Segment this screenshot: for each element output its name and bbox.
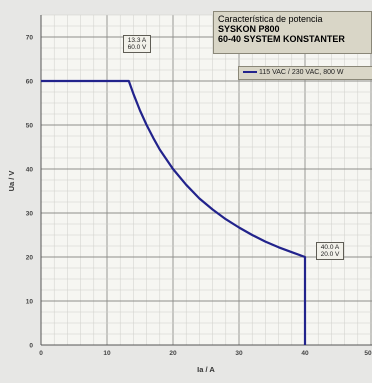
chart-title-line-2: SYSKON P800 bbox=[218, 24, 367, 34]
y-tick-label: 10 bbox=[26, 299, 34, 306]
y-axis-label: Ua / V bbox=[7, 171, 16, 192]
x-tick-label: 30 bbox=[235, 350, 243, 357]
annotation-2-current: 40.0 A bbox=[317, 244, 343, 251]
annotation-2-voltage: 20.0 V bbox=[317, 251, 343, 258]
y-tick-label: 70 bbox=[26, 35, 34, 42]
x-tick-label: 20 bbox=[169, 350, 177, 357]
y-tick-label: 30 bbox=[26, 211, 34, 218]
y-tick-label: 40 bbox=[26, 167, 34, 174]
annotation-40a-20v: 40.0 A 20.0 V bbox=[316, 242, 344, 260]
y-tick-label: 50 bbox=[26, 123, 34, 130]
chart-title-box: Característica de potencia SYSKON P800 6… bbox=[213, 11, 372, 54]
x-axis-label: Ia / A bbox=[197, 365, 215, 374]
annotation-1-current: 13.3 A bbox=[124, 37, 150, 44]
y-tick-label: 0 bbox=[29, 343, 33, 350]
chart-title-line-3: 60-40 SYSTEM KONSTANTER bbox=[218, 34, 367, 44]
annotation-13a-60v: 13.3 A 60.0 V bbox=[123, 35, 151, 53]
y-tick-label: 60 bbox=[26, 79, 34, 86]
x-tick-label: 50 bbox=[364, 350, 372, 357]
x-tick-label: 40 bbox=[301, 350, 309, 357]
y-tick-label: 20 bbox=[26, 255, 34, 262]
legend: 115 VAC / 230 VAC, 800 W bbox=[238, 66, 372, 80]
legend-entry: 115 VAC / 230 VAC, 800 W bbox=[259, 69, 343, 76]
chart-title-line-1: Característica de potencia bbox=[218, 14, 367, 24]
legend-swatch bbox=[243, 71, 257, 73]
annotation-1-voltage: 60.0 V bbox=[124, 44, 150, 51]
x-tick-label: 10 bbox=[103, 350, 111, 357]
x-tick-label: 0 bbox=[39, 350, 43, 357]
